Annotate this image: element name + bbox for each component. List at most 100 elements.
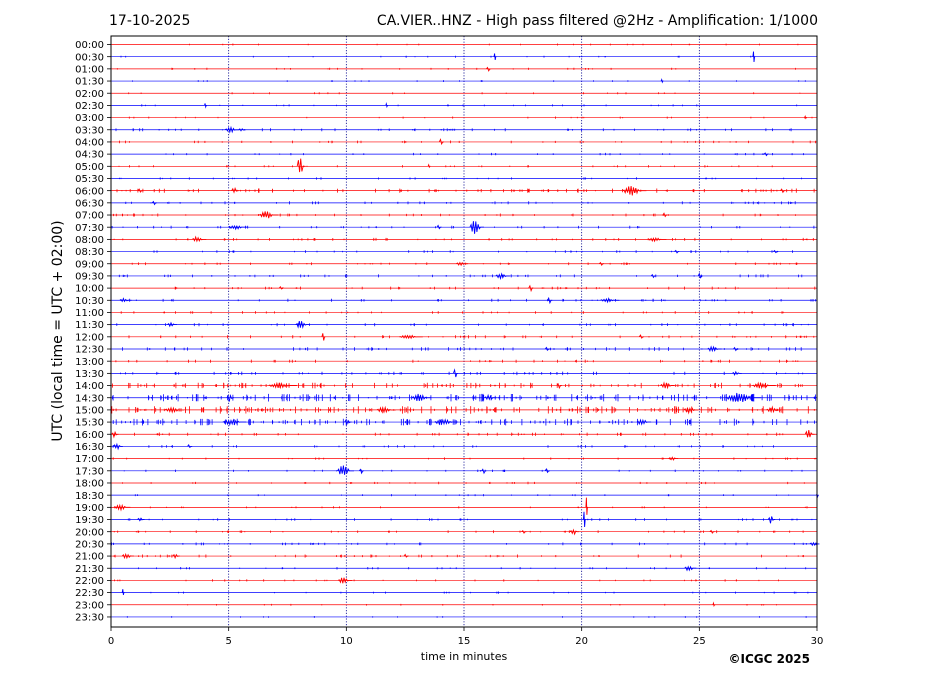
event-2000-0	[569, 528, 580, 536]
event-1430-2	[484, 393, 497, 401]
y-tick-label-0830: 08:30	[75, 247, 104, 258]
y-tick-label-1430: 14:30	[75, 393, 104, 404]
y-tick-label-2330: 23:30	[75, 613, 104, 624]
trace-noise-1030	[120, 298, 816, 302]
trace-noise-0830	[153, 250, 793, 253]
event-1930-2	[137, 517, 145, 522]
y-tick-label-1130: 11:30	[75, 320, 104, 331]
event-2030-0	[809, 541, 820, 547]
y-tick-label-0500: 05:00	[75, 162, 104, 173]
event-2100-0	[121, 552, 134, 560]
x-tick-label-10: 10	[340, 636, 353, 647]
event-1930-0	[582, 511, 586, 528]
y-tick-label-1400: 14:00	[75, 381, 104, 392]
trace-noise-1700	[112, 457, 816, 460]
chart-title: CA.VIER..HNZ - High pass filtered @2Hz -…	[377, 13, 818, 29]
event-0500-1	[427, 163, 431, 169]
x-tick-label-25: 25	[693, 636, 706, 647]
event-1330-1	[732, 370, 742, 377]
event-1700-0	[668, 456, 679, 461]
event-1330-0	[452, 368, 459, 378]
event-0230-0	[204, 103, 207, 109]
trace-noise-0630	[125, 201, 796, 205]
event-1000-0	[528, 284, 534, 293]
event-1500-3	[766, 405, 781, 414]
event-1400-1	[556, 382, 562, 390]
event-0630-0	[151, 200, 157, 206]
trace-noise-2330	[126, 616, 807, 618]
event-2000-2	[709, 529, 715, 534]
y-tick-label-2100: 21:00	[75, 552, 104, 563]
trace-noise-0200	[128, 92, 801, 95]
grid-layer	[228, 36, 700, 627]
event-1730-2	[481, 468, 487, 475]
trace-noise-0300	[128, 116, 813, 119]
event-1730-3	[544, 467, 550, 474]
y-tick-label-1800: 18:00	[75, 479, 104, 490]
trace-noise-0400	[119, 140, 816, 144]
trace-noise-1800	[122, 481, 805, 485]
trace-noise-0930	[118, 274, 803, 278]
y-tick-label-1330: 13:30	[75, 369, 104, 380]
event-1030-1	[600, 297, 620, 304]
x-tick-layer: 0 5 10 15 20 25 30	[108, 627, 823, 647]
y-tick-label-1200: 12:00	[75, 332, 104, 343]
event-1530-1	[344, 419, 352, 426]
trace-noise-0130	[132, 80, 806, 82]
event-1630-0	[113, 442, 123, 451]
trace-noise-1300	[115, 359, 818, 363]
y-tick-label-2300: 23:00	[75, 600, 104, 611]
y-tick-label-1930: 19:30	[75, 515, 104, 526]
y-tick-label-1030: 10:30	[75, 296, 104, 307]
trace-noise-0600	[116, 188, 815, 193]
event-0300-0	[804, 115, 807, 120]
event-2300-0	[712, 601, 716, 608]
y-tick-label-0330: 03:30	[75, 125, 104, 136]
trace-noise-1600	[114, 432, 810, 436]
event-1030-2	[119, 297, 132, 303]
trace-noise-0430	[165, 152, 804, 156]
y-axis-label: UTC (local time = UTC + 02:00)	[50, 220, 66, 441]
event-0030-0	[493, 53, 497, 60]
event-0830-0	[773, 249, 779, 254]
y-tick-label-0600: 06:00	[75, 186, 104, 197]
y-tick-label-0030: 00:30	[75, 52, 104, 63]
event-1600-0	[804, 430, 815, 438]
y-tick-label-0230: 02:30	[75, 101, 104, 112]
y-tick-label-0630: 06:30	[75, 198, 104, 209]
event-1200-2	[638, 334, 644, 339]
event-1730-0	[337, 465, 354, 475]
event-2100-1	[172, 553, 180, 560]
event-1630-1	[187, 444, 193, 449]
event-0130-0	[660, 78, 664, 84]
event-0930-0	[495, 272, 510, 281]
event-1230-2	[733, 346, 739, 352]
event-1730-1	[358, 468, 364, 475]
event-1430-1	[411, 393, 432, 401]
copyright-text: ©ICGC 2025	[728, 652, 810, 666]
event-0600-0	[622, 186, 647, 196]
y-tick-label-1500: 15:00	[75, 406, 104, 417]
y-tick-label-2130: 21:30	[75, 564, 104, 575]
event-0930-1	[697, 272, 703, 279]
y-tick-label-0100: 01:00	[75, 64, 104, 75]
y-tick-label-1300: 13:00	[75, 357, 104, 368]
trace-noise-0000	[189, 43, 799, 46]
trace-noise-0230	[141, 104, 798, 107]
x-tick-label-15: 15	[458, 636, 471, 647]
y-tick-label-0700: 07:00	[75, 211, 104, 222]
y-tick-label-1000: 10:00	[75, 284, 104, 295]
y-tick-label-0530: 05:30	[75, 174, 104, 185]
event-1430-0	[226, 394, 234, 402]
event-1900-0	[585, 497, 588, 515]
event-0830-1	[674, 249, 680, 254]
event-0430-0	[763, 152, 769, 157]
y-tick-label-0930: 09:30	[75, 272, 104, 283]
event-1400-0	[268, 381, 297, 390]
event-1030-0	[547, 296, 553, 305]
y-tick-label-0730: 07:30	[75, 223, 104, 234]
trace-noise-1100	[120, 311, 784, 314]
event-2200-0	[337, 577, 353, 584]
y-tick-label-1900: 19:00	[75, 503, 104, 514]
